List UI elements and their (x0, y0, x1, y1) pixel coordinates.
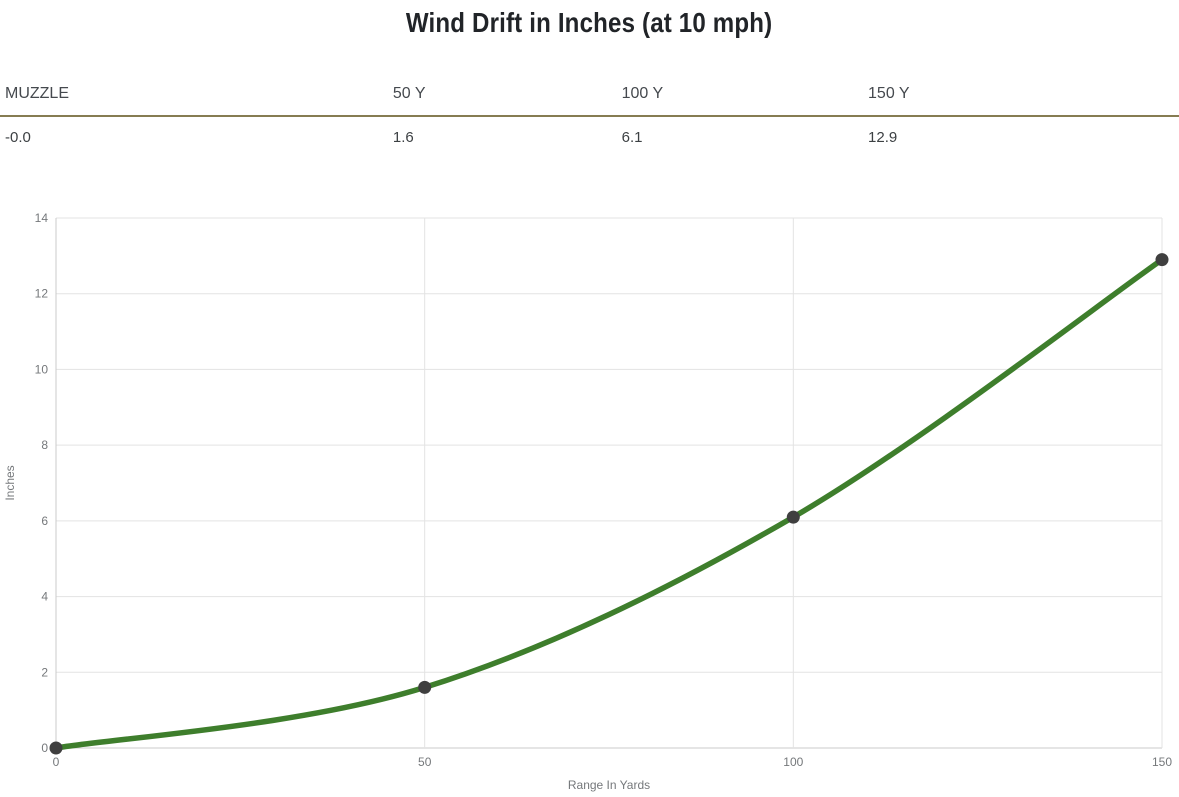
y-tick-label: 6 (41, 514, 48, 528)
table-header-cell-50y: 50 Y (392, 85, 426, 102)
x-tick-label: 0 (53, 755, 60, 769)
table-header-row: MUZZLE 50 Y 100 Y 150 Y (0, 73, 1179, 117)
series-line (53, 256, 1165, 751)
table-value-cell-100y: 6.1 (621, 129, 643, 146)
y-tick-label: 0 (41, 741, 48, 755)
table-value-cell-muzzle: -0.0 (5, 129, 31, 146)
data-point[interactable] (49, 741, 63, 755)
data-point[interactable] (786, 510, 800, 524)
y-tick-label: 10 (35, 362, 49, 376)
wind-drift-chart[interactable]: 0 2 4 6 8 10 12 14 0 50 100 150 Range In Yards Inches (0, 195, 1179, 797)
page-title-text: Wind Drift in Inches (at 10 mph) (406, 7, 773, 38)
drift-table: MUZZLE 50 Y 100 Y 150 Y -0.0 1.6 6.1 12.… (0, 73, 1179, 159)
y-tick-label: 4 (41, 590, 48, 604)
data-point[interactable] (418, 680, 432, 694)
x-tick-label: 50 (418, 755, 432, 769)
chart-area: 0 2 4 6 8 10 12 14 0 50 100 150 Range In Yards Inches (0, 195, 1179, 797)
y-axis-title: Inches (3, 465, 17, 500)
x-axis-title: Range In Yards (568, 778, 650, 792)
table-header-cell-150y: 150 Y (868, 85, 910, 102)
y-tick-label: 12 (35, 287, 49, 301)
table-header-cell-muzzle: MUZZLE (5, 85, 69, 102)
x-tick-label: 100 (783, 755, 803, 769)
page-title: Wind Drift in Inches (at 10 mph) (0, 0, 1179, 40)
table-header-cell-100y: 100 Y (621, 85, 664, 102)
y-tick-label: 14 (35, 211, 49, 225)
table-value-row: -0.0 1.6 6.1 12.9 (0, 117, 1179, 159)
table-value-cell-50y: 1.6 (392, 129, 414, 146)
y-tick-label: 8 (41, 438, 48, 452)
y-tick-label: 2 (41, 665, 48, 679)
data-point[interactable] (1155, 253, 1169, 267)
x-tick-label: 150 (1152, 755, 1172, 769)
table-value-cell-150y: 12.9 (868, 129, 898, 146)
